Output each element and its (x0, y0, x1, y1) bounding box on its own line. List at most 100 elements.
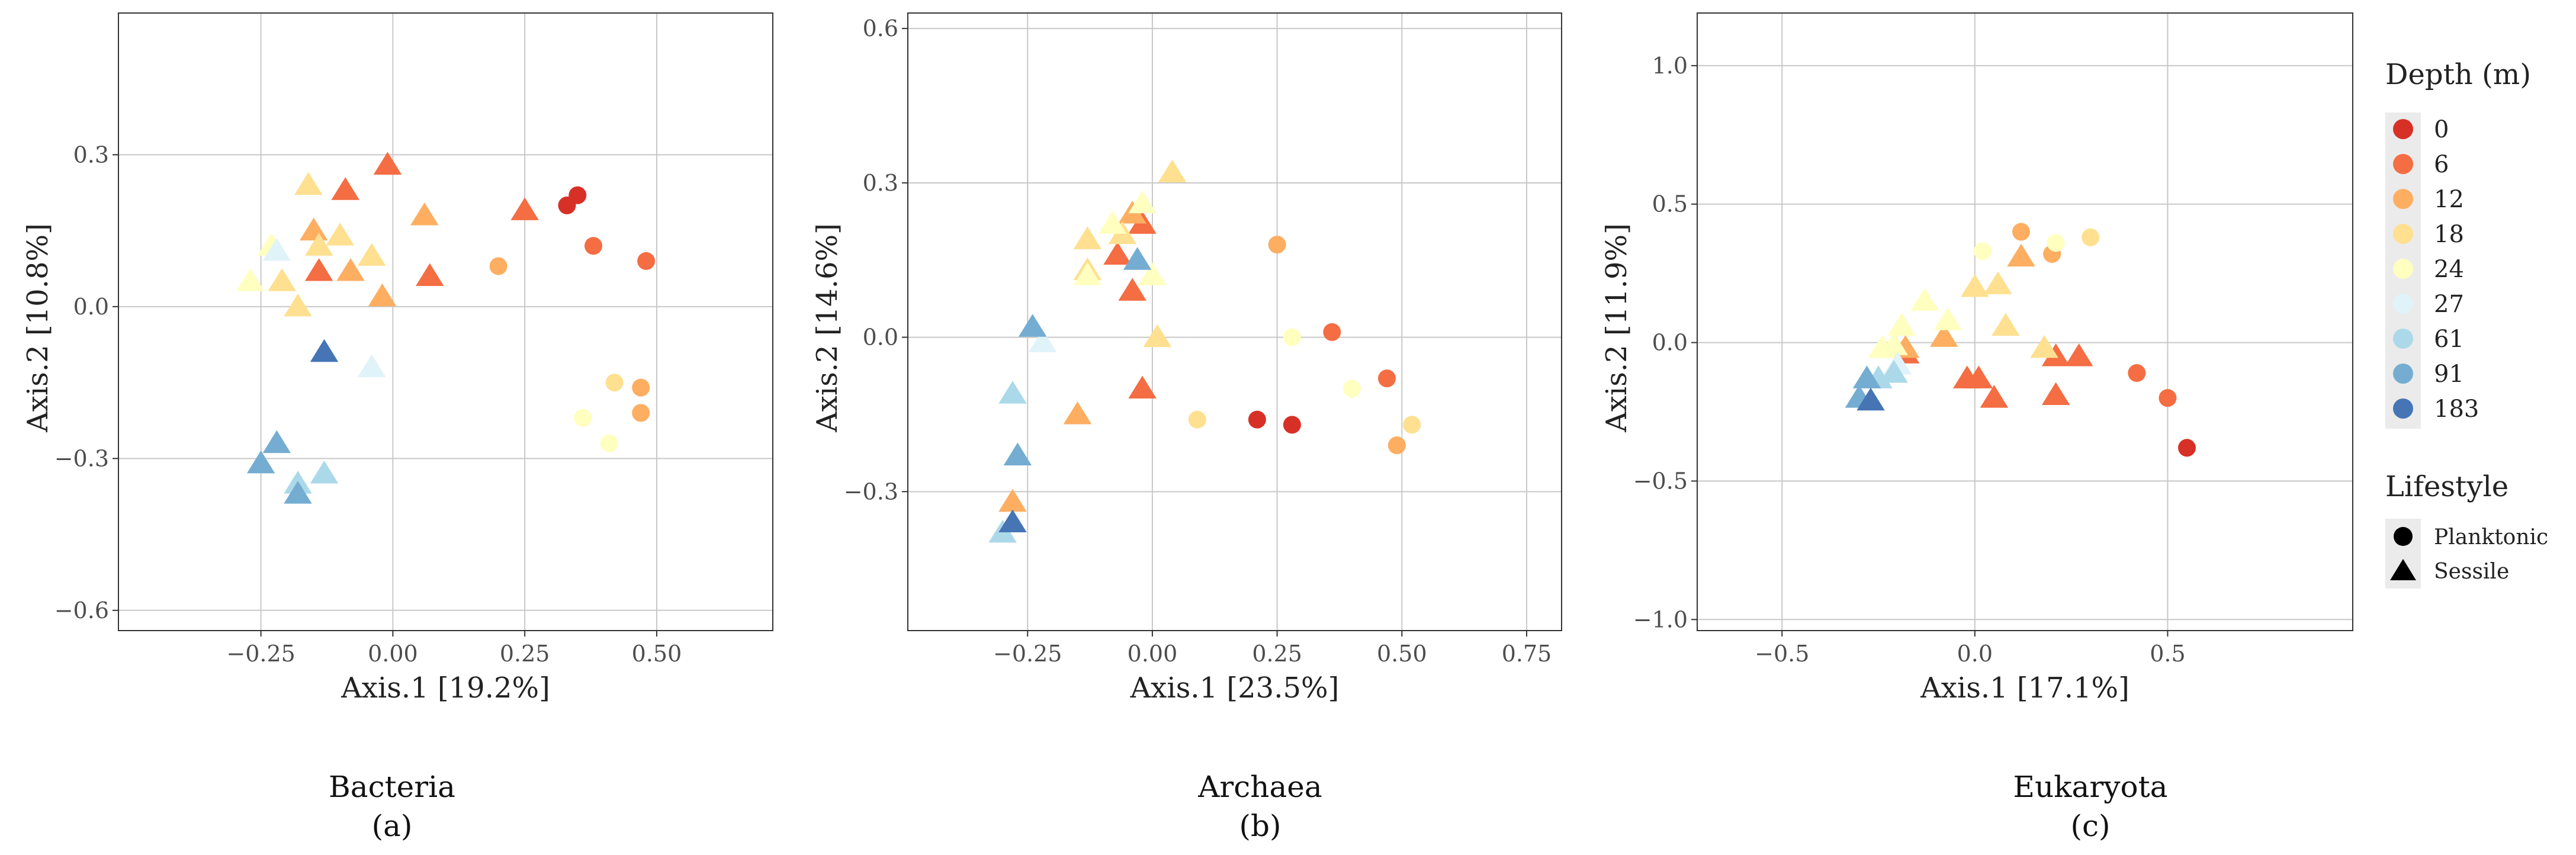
data-point-sessile (1929, 324, 1958, 347)
data-point-sessile (262, 430, 291, 454)
legend-depth-label: 183 (2434, 396, 2479, 423)
data-point-sessile (1128, 190, 1157, 214)
x-tick-label: 0.75 (1502, 641, 1552, 667)
legend-lifestyle-items: Planktonic Sessile (2390, 525, 2548, 584)
y-axis-label: Axis.2 [10.8%] (21, 223, 54, 433)
data-point-planktonic (2128, 364, 2146, 382)
panel-border (118, 12, 773, 631)
x-tick-label: −0.25 (993, 641, 1062, 667)
data-point-planktonic (1283, 416, 1301, 434)
data-point-planktonic (489, 257, 508, 275)
data-point-planktonic (1343, 380, 1361, 398)
y-tick-label: 0.6 (863, 15, 898, 41)
data-point-sessile (1992, 313, 2020, 336)
plot-background (118, 13, 773, 631)
legend-depth-items: 0 6 12 18 24 27 61 91 183 (2393, 116, 2479, 423)
data-point-sessile (1880, 360, 1908, 383)
data-point-planktonic (2082, 228, 2100, 246)
data-point-planktonic (2047, 234, 2065, 252)
panel-title: Bacteria (329, 770, 455, 804)
data-point-sessile (336, 258, 365, 281)
legend-depth-swatch (2393, 398, 2413, 419)
x-tick-label: 0.00 (368, 641, 418, 667)
data-point-planktonic (2159, 389, 2177, 407)
data-point-sessile (1063, 401, 1092, 425)
data-point-sessile (1964, 365, 1993, 388)
panel-caption: (b) (1239, 809, 1281, 843)
data-point-sessile (262, 237, 291, 261)
data-point-sessile (2041, 382, 2070, 405)
legend-depth-label: 24 (2434, 256, 2464, 283)
data-point-planktonic (1403, 416, 1421, 434)
legend-depth-label: 27 (2434, 291, 2464, 318)
legend: Depth (m) 0 6 12 18 24 27 61 91 183 Lifestyle Pl… (2385, 58, 2548, 589)
data-point-sessile (998, 509, 1027, 532)
data-point-planktonic (1378, 369, 1396, 388)
data-point-sessile (357, 243, 386, 266)
legend-depth-swatch (2393, 154, 2413, 174)
legend-depth-swatch (2393, 294, 2413, 314)
data-point-sessile (326, 223, 355, 246)
panel-title: Archaea (1197, 770, 1322, 804)
data-point-sessile (1123, 247, 1152, 270)
data-point-sessile (2064, 343, 2093, 367)
x-tick-label: 0.25 (500, 641, 550, 667)
data-point-sessile (284, 293, 312, 317)
data-point-sessile (1073, 226, 1102, 249)
data-point-sessile (1003, 442, 1032, 465)
y-tick-label: 0.0 (1652, 330, 1688, 356)
x-tick-label: 0.0 (1957, 641, 1993, 667)
data-point-sessile (1073, 262, 1102, 285)
data-point-sessile (1868, 335, 1897, 358)
data-point-sessile (1980, 385, 2009, 408)
x-tick-label: 0.00 (1128, 641, 1178, 667)
data-point-sessile (1961, 274, 1989, 297)
data-point-sessile (373, 152, 402, 175)
plot-background (1697, 13, 2353, 631)
legend-lifestyle-label: Sessile (2434, 560, 2509, 584)
data-point-sessile (1143, 324, 1172, 348)
legend-sessile-marker (2390, 559, 2416, 580)
data-point-sessile (1018, 314, 1047, 337)
data-point-sessile (1103, 242, 1132, 265)
data-point-planktonic (1248, 410, 1266, 429)
panel-border (907, 12, 1562, 631)
y-tick-label: −0.6 (54, 597, 109, 623)
y-tick-label: 0.5 (1652, 191, 1688, 217)
legend-planktonic-marker (2394, 527, 2413, 546)
data-point-sessile (998, 381, 1027, 404)
data-point-sessile (304, 233, 333, 256)
panel-caption: (c) (2070, 809, 2110, 843)
x-tick-label: 0.50 (632, 641, 682, 667)
data-point-sessile (294, 172, 323, 195)
panel-border (1697, 12, 2353, 631)
x-tick-label: 0.25 (1252, 641, 1302, 667)
y-axis-label: Axis.2 [14.6%] (811, 223, 844, 433)
data-point-sessile (1852, 365, 1881, 388)
data-point-planktonic (2177, 439, 2196, 457)
data-point-sessile (510, 197, 539, 220)
panels: −0.25 0.00 0.25 0.50 −0.6 −0.3 0.0 0.3 Axis.1 [1… (21, 12, 2353, 843)
data-point-planktonic (632, 404, 650, 422)
data-point-sessile (1158, 159, 1187, 182)
legend-depth-swatch (2393, 119, 2413, 139)
data-point-sessile (1098, 211, 1127, 234)
data-point-planktonic (1323, 323, 1341, 341)
legend-depth-label: 61 (2434, 326, 2464, 353)
data-point-sessile (1128, 375, 1157, 398)
data-point-sessile (304, 258, 333, 281)
y-tick-label: −0.5 (1633, 468, 1688, 494)
data-point-sessile (331, 177, 359, 200)
panel-bacteria: −0.25 0.00 0.25 0.50 −0.6 −0.3 0.0 0.3 Axis.1 [1… (21, 12, 773, 843)
data-point-planktonic (568, 186, 587, 204)
data-point-planktonic (632, 378, 650, 397)
data-point-planktonic (1188, 410, 1206, 429)
data-point-sessile (1933, 307, 1962, 330)
y-axis-label: Axis.2 [11.9%] (1600, 223, 1633, 433)
x-tick-label: 0.50 (1377, 641, 1427, 667)
data-point-planktonic (637, 252, 656, 270)
x-axis-label: Axis.1 [23.5%] (1130, 671, 1340, 705)
data-point-sessile (357, 354, 386, 377)
data-point-planktonic (584, 237, 603, 255)
